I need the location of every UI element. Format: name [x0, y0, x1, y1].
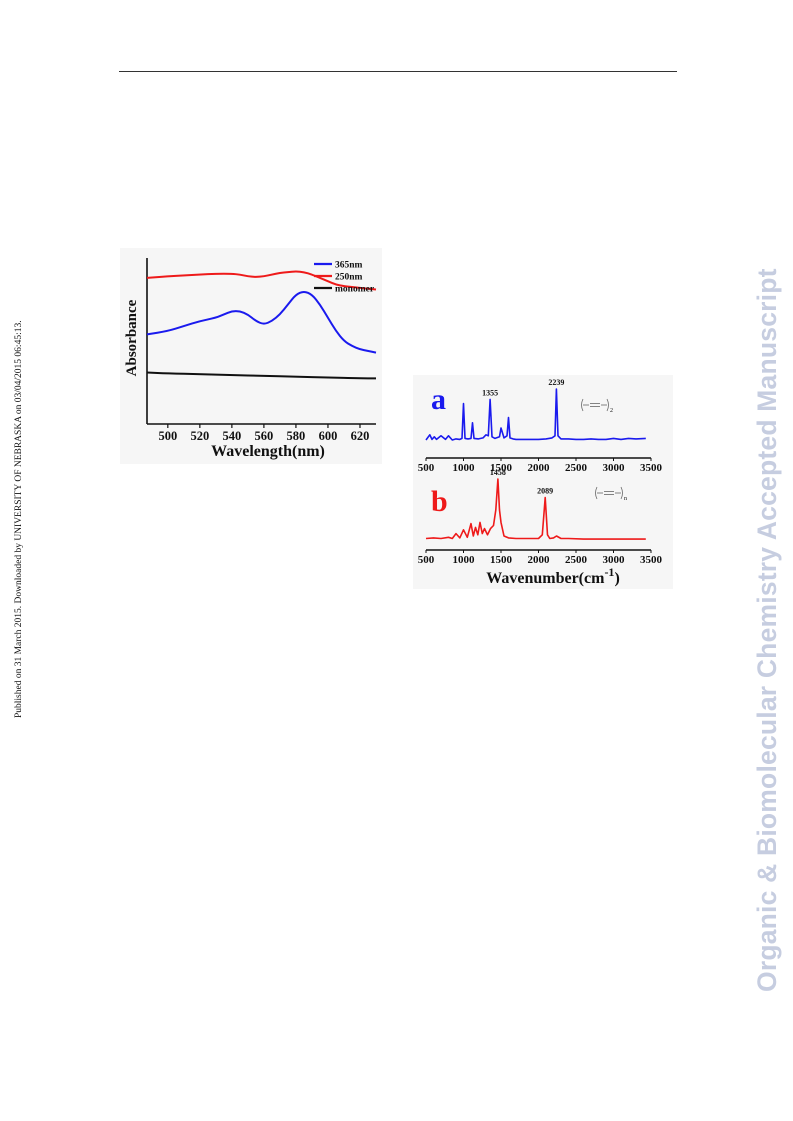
inset-subscript: 2	[610, 408, 613, 414]
ir-spectra-figure: 500 1000 1500 2000 2500 3000 3500 a 1355 2239 2 500…	[413, 375, 673, 589]
uv-x-axis-label: Wavelength(nm)	[211, 443, 325, 460]
uv-vis-figure: 500 520 540 560 580 600 620 365nm 250nm monomer …	[120, 248, 382, 464]
ir-panel-label: a	[431, 383, 446, 416]
uv-x-tick-label: 580	[287, 429, 306, 443]
ir-peak-label: 1355	[482, 388, 498, 397]
header-rule	[119, 71, 677, 72]
uv-legend-label: 365nm	[335, 261, 363, 271]
uv-axes: 500 520 540 560 580 600 620	[146, 258, 376, 443]
uv-legend-label: 250nm	[335, 273, 363, 283]
uv-x-tick-label: 600	[319, 429, 338, 443]
publication-side-note: Published on 31 March 2015. Downloaded b…	[14, 320, 24, 718]
journal-watermark: Organic & Biomolecular Chemistry Accepte…	[752, 268, 782, 992]
ir-x-axis-label-end: )	[614, 570, 619, 587]
inset-bracket-left	[581, 398, 584, 412]
ir-panel-b: 500 1000 1500 2000 2500 3000 3500 b 1458 2089 n	[418, 468, 663, 566]
uv-x-tick-label: 620	[351, 429, 370, 443]
uv-x-tick-label: 520	[190, 429, 209, 443]
ir-x-tick-label: 1500	[490, 554, 513, 566]
ir-x-tick-label: 2500	[565, 462, 588, 474]
ir-panel-a: 500 1000 1500 2000 2500 3000 3500 a 1355 2239 2	[418, 378, 663, 474]
ir-x-axis-label-main: Wavenumber(cm	[486, 570, 605, 587]
uv-series-line-monomer	[146, 371, 376, 380]
ir-x-tick-label: 1000	[453, 462, 476, 474]
ir-x-axis-label: Wavenumber(cm-1)	[486, 565, 620, 587]
ir-x-tick-label: 2000	[528, 462, 551, 474]
ir-spectrum-a	[425, 388, 646, 441]
inset-bracket-right	[606, 398, 609, 412]
ir-x-axis-label-sup: -1	[604, 565, 614, 579]
ir-panel-label: b	[431, 485, 448, 518]
uv-series-group	[146, 270, 377, 380]
uv-x-tick-label: 540	[222, 429, 241, 443]
inset-bracket-right	[620, 486, 623, 500]
ir-x-tick-label: 1000	[453, 554, 476, 566]
ir-x-tick-label: 3500	[640, 462, 663, 474]
uv-y-axis-label: Absorbance	[124, 299, 140, 376]
ir-x-tick-label: 2500	[565, 554, 588, 566]
uv-series-line-365nm	[146, 291, 377, 354]
inset-bracket-left	[595, 486, 598, 500]
ir-x-tick-label: 2000	[528, 554, 551, 566]
uv-vis-chart: 500 520 540 560 580 600 620 365nm250nmmonomer …	[124, 258, 377, 460]
ir-spectrum-b	[425, 478, 646, 540]
uv-legend-label: monomer	[335, 285, 375, 295]
ir-peak-label: 1458	[490, 468, 506, 477]
inset-subscript: n	[624, 496, 627, 502]
structure-inset-icon	[595, 486, 623, 500]
structure-inset-icon	[581, 398, 609, 412]
ir-x-tick-label: 1500	[490, 462, 513, 474]
ir-peak-label: 2089	[537, 487, 553, 496]
ir-x-tick-label: 500	[418, 554, 435, 566]
uv-legend: 365nm 250nm monomer	[314, 261, 375, 295]
uv-x-tick-label: 560	[255, 429, 274, 443]
ir-x-tick-label: 3000	[603, 554, 626, 566]
ir-x-tick-label: 3500	[640, 554, 663, 566]
uv-series-line-250nm	[146, 270, 377, 291]
uv-x-tick-label: 500	[158, 429, 177, 443]
ir-peak-label: 2239	[548, 378, 564, 387]
ir-x-tick-label: 3000	[603, 462, 626, 474]
ir-x-tick-label: 500	[418, 462, 435, 474]
